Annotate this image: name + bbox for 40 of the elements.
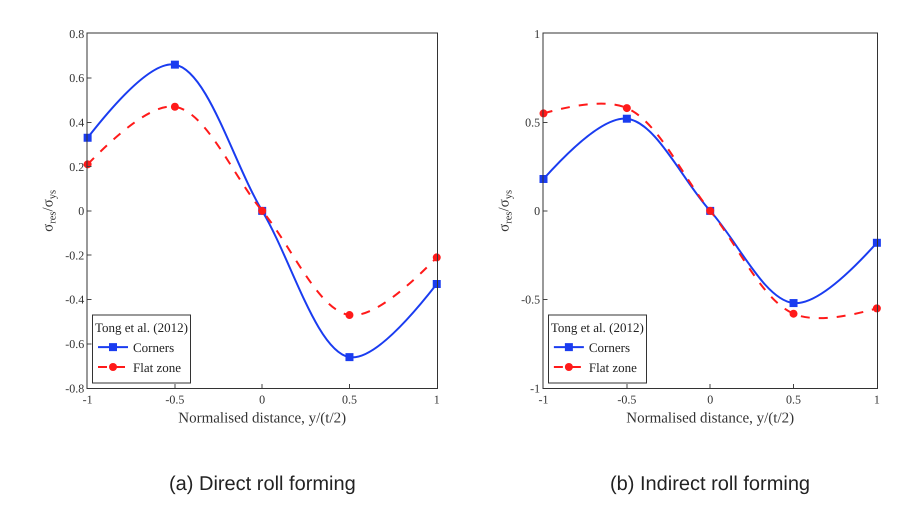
x-axis-title: Normalised distance, y/(t/2) [626,410,794,427]
legend-title: Tong et al. (2012) [95,320,188,336]
point [345,353,354,362]
x-tick-label: 1 [434,392,440,407]
y-tick-label: 0.2 [69,160,84,174]
y-tick-label: 0.6 [69,71,84,86]
y-tick-label: -0.8 [65,381,84,396]
x-axis-title: Normalised distance, y/(t/2) [178,410,346,427]
y-tick-label: 0.8 [69,26,84,41]
y-tick-label: -0.4 [65,292,84,307]
y-tick-label: 0 [78,204,84,218]
x-tick-label: -0.5 [617,392,636,407]
y-tick-label: 0.5 [525,115,540,130]
x-tick-label: -0.5 [165,392,184,407]
point [790,310,798,318]
point [170,60,179,69]
y-tick-label: -0.5 [521,292,540,307]
text: (a) Direct roll forming [169,473,356,495]
text: (b) Indirect roll forming [610,473,810,495]
point [170,102,179,111]
x-tick-label: 0.5 [786,392,802,407]
y-tick-label: 1 [534,26,540,41]
y-tick-label: 0.4 [69,115,84,130]
y-tick-label: -0.6 [65,337,84,352]
legend-label: Corners [133,340,174,356]
x-tick-label: 1 [874,392,880,407]
y-tick-label: 0 [534,204,540,218]
point [622,114,631,123]
x-tick-label: 0 [707,392,714,407]
y-tick-label: -1 [530,381,540,396]
y-tick-label: -0.2 [65,248,84,262]
x-tick-label: 0.5 [342,392,357,407]
legend-label: Flat zone [133,360,182,376]
legend-label: Corners [588,340,630,356]
point [345,311,354,320]
legend-label: Flat zone [588,360,638,376]
point [790,299,798,308]
x-tick-label: 0 [259,392,266,407]
legend-title: Tong et al. (2012) [550,320,644,336]
point [622,104,631,112]
